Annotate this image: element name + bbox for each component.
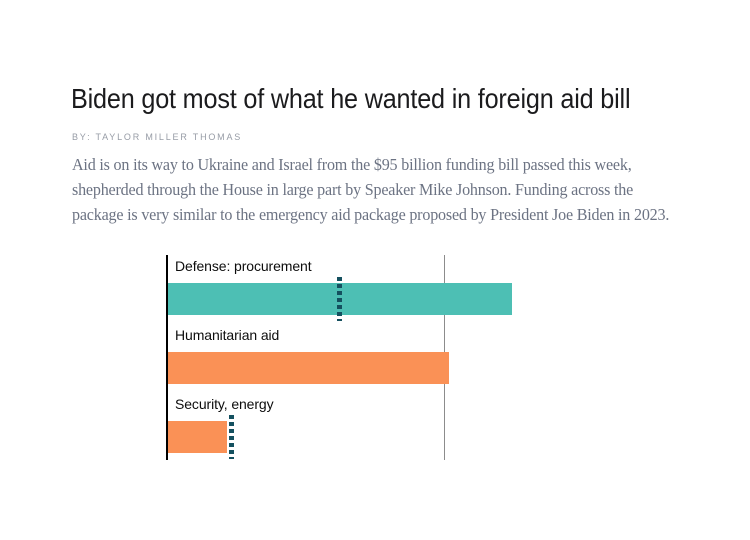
proposed-amount-marker-defense [337,277,342,321]
chart-row-security-energy: Security, energy [168,396,274,459]
chart-row-defense-procurement: Defense: procurement [168,258,512,321]
proposed-amount-marker-security [229,415,234,459]
bar-humanitarian-aid [168,352,449,384]
category-label-security-energy: Security, energy [175,396,274,412]
foreign-aid-bar-chart: Defense: procurement Humanitarian aid Se… [166,255,726,460]
bar-security-energy [168,421,227,453]
category-label-defense-procurement: Defense: procurement [175,258,312,274]
category-label-humanitarian-aid: Humanitarian aid [175,327,280,343]
article-paragraph: Aid is on its way to Ukraine and Israel … [72,155,670,224]
chart-row-humanitarian-aid: Humanitarian aid [168,327,449,384]
baseline-axis-line [166,255,168,460]
headline: Biden got most of what he wanted in fore… [71,83,631,114]
byline: BY: TAYLOR MILLER THOMAS [72,132,243,142]
